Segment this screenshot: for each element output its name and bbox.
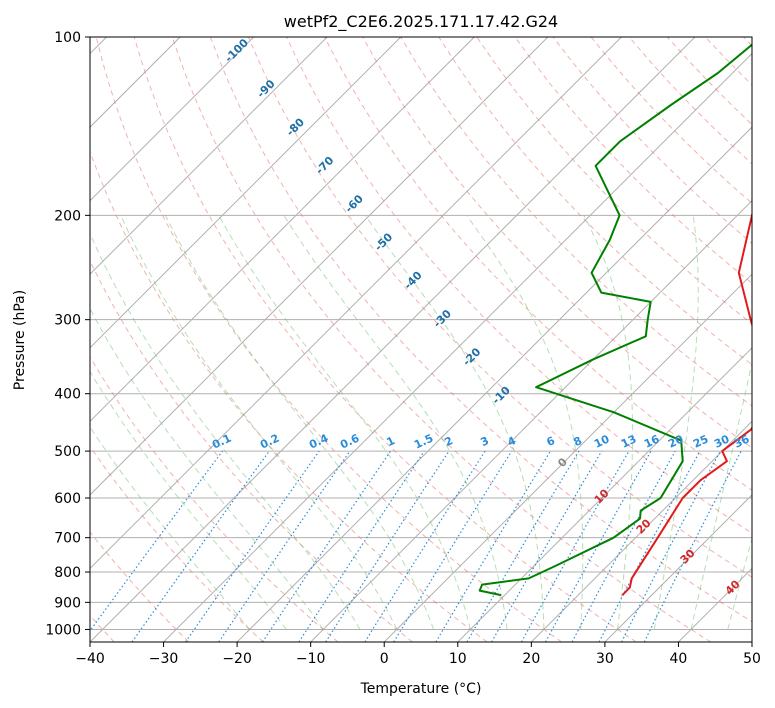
- grid-layer: [90, 37, 752, 642]
- dry-adiabats: [90, 37, 752, 642]
- isotherm-gridline: [383, 273, 752, 642]
- isotherm-gridline: [236, 126, 752, 642]
- isotherm-gridline: [163, 52, 752, 642]
- mixing-ratio-line: [571, 450, 676, 642]
- y-tick-label: 300: [54, 313, 81, 329]
- y-tick-label: 600: [54, 491, 81, 507]
- mixing-ratio-line: [520, 450, 630, 642]
- y-tick-label: 1000: [45, 622, 81, 638]
- x-tick-label: −20: [222, 651, 252, 667]
- dry-adiabat-line: [90, 150, 488, 642]
- dry-adiabat-line: [514, 37, 752, 284]
- dry-adiabat-line: [95, 37, 562, 642]
- mixing-ratio-line: [131, 450, 270, 642]
- moist-adiabats: [90, 215, 752, 630]
- dewpoint-line: [478, 43, 752, 597]
- x-tick-label: 10: [449, 651, 467, 667]
- y-axis-label: Pressure (hPa): [12, 290, 28, 390]
- mixing-ratio-label: 20: [666, 432, 686, 450]
- isotherm-gridline: [90, 37, 549, 496]
- isotherm-gridline: [90, 37, 328, 275]
- moist-adiabat-line: [364, 215, 545, 630]
- dry-adiabat-line: [90, 356, 339, 642]
- mixing-ratio-label: 10: [592, 432, 612, 450]
- y-tick-label: 400: [54, 387, 81, 403]
- moist-adiabat-line: [653, 215, 699, 630]
- mixing-ratio-line: [218, 450, 351, 642]
- isotherm-gridline: [457, 347, 752, 642]
- x-tick-label: −10: [296, 651, 326, 667]
- isotherm-gridline: [90, 37, 255, 202]
- x-tick-label: −30: [149, 651, 179, 667]
- mixing-ratio-line: [298, 450, 425, 642]
- dry-adiabat-line: [133, 37, 637, 642]
- x-tick-label: 40: [670, 651, 688, 667]
- mixing-ratio-line: [90, 450, 223, 632]
- mixing-ratio-line: [261, 450, 391, 642]
- dry-adiabat-line: [90, 531, 190, 642]
- moist-adiabat-line: [466, 215, 584, 630]
- x-tick-label: 30: [596, 651, 614, 667]
- dry-adiabat-line: [90, 259, 413, 642]
- dry-adiabat-line: [90, 445, 264, 642]
- dry-adiabat-line: [286, 37, 752, 534]
- plot-area: [90, 37, 752, 642]
- moist-adiabat-line: [283, 215, 508, 630]
- plot-frame: [89, 36, 753, 643]
- mixing-ratio-label: 16: [642, 432, 662, 450]
- y-tick-label: 900: [54, 595, 81, 611]
- mixing-ratio-label: 13: [619, 432, 638, 450]
- y-tick-label: 200: [54, 208, 81, 224]
- dry-adiabat-line: [209, 37, 752, 623]
- mixing-ratio-line: [643, 450, 742, 642]
- dry-adiabat-line: [247, 37, 752, 578]
- y-tick-label: 500: [54, 444, 81, 460]
- temperature-line: [621, 211, 752, 596]
- mixing-ratio-line: [545, 450, 652, 642]
- isotherm-gridline: [530, 420, 752, 642]
- isotherm-gridline: [604, 494, 752, 642]
- x-tick-label: 50: [743, 651, 761, 667]
- isotherm-gridline: [90, 37, 402, 349]
- sounding-series: [478, 43, 752, 597]
- moist-adiabat-line: [90, 426, 251, 630]
- x-axis-label: Temperature (°C): [360, 681, 482, 697]
- moist-adiabat-line: [120, 215, 398, 630]
- mixing-ratio-lines: [90, 450, 742, 642]
- x-axis: −40 −30 −20 −10 0 10 20 30 40 50: [75, 642, 761, 667]
- x-tick-label: −40: [75, 651, 105, 667]
- mixing-ratio-line: [185, 450, 320, 642]
- moist-adiabat-line: [218, 215, 471, 630]
- mixing-ratio-label: 36: [732, 432, 752, 450]
- y-tick-label: 700: [54, 531, 81, 547]
- moist-adiabat-line: [583, 215, 634, 630]
- moist-adiabat-line: [90, 232, 361, 630]
- moist-adiabat-line: [164, 215, 435, 630]
- isotherm-gridline: [90, 37, 475, 423]
- mixing-ratio-line: [325, 450, 450, 642]
- dry-adiabat-line: [171, 37, 712, 642]
- dry-adiabat-line: [400, 37, 752, 407]
- mixing-ratio-label: 25: [691, 432, 710, 450]
- x-tick-label: 0: [380, 651, 389, 667]
- x-tick-label: 20: [522, 651, 540, 667]
- y-axis: 100 200 300 400 500 600 700 800 900 1000: [45, 30, 90, 638]
- mixing-ratio-line: [393, 450, 513, 642]
- isotherm-gridline: [90, 37, 622, 570]
- chart-title: wetPf2_C2E6.2025.171.17.42.G24: [284, 12, 558, 32]
- moist-adiabat-line: [90, 307, 324, 630]
- isotherm-gridline: [90, 37, 696, 642]
- y-tick-label: 100: [54, 30, 81, 46]
- dry-adiabat-line: [438, 37, 752, 366]
- mixing-ratio-label: 30: [712, 432, 732, 450]
- moist-adiabat-line: [690, 360, 752, 630]
- y-tick-label: 800: [54, 565, 81, 581]
